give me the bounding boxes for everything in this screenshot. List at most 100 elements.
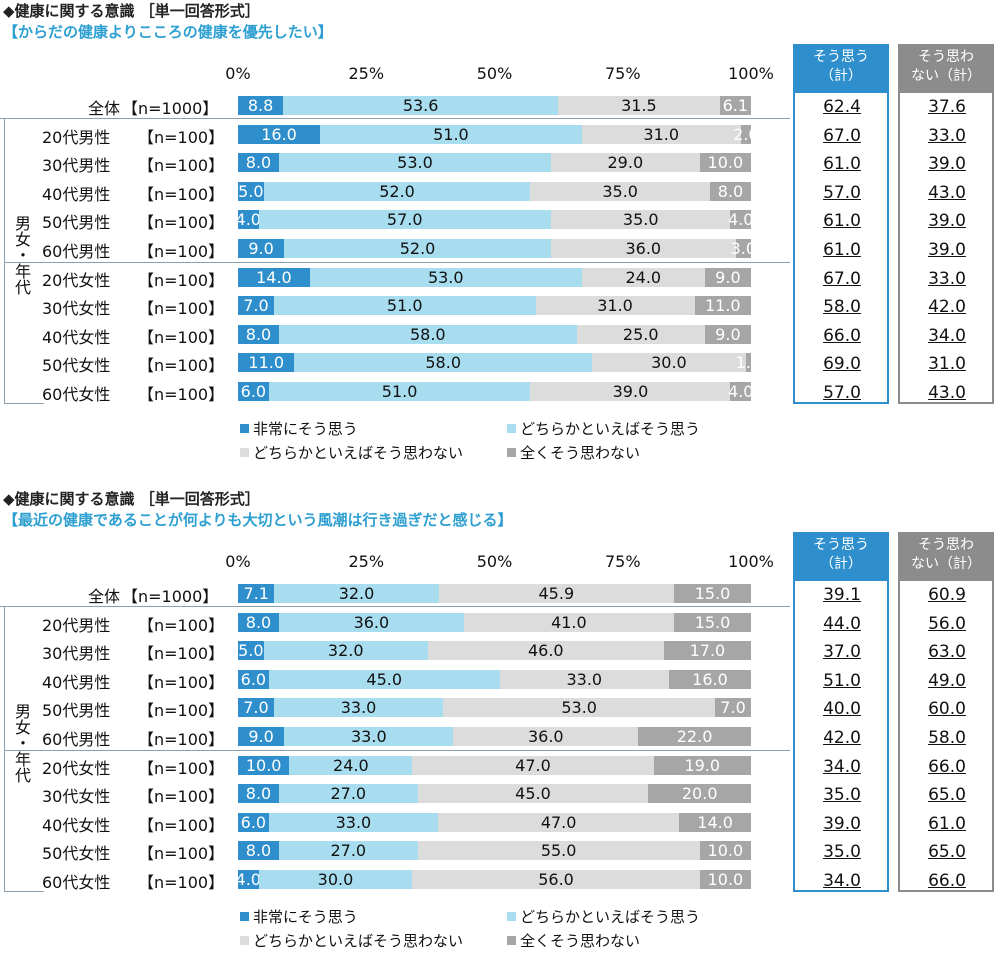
category-label: 20代男性	[42, 615, 111, 635]
bar-segment-strongly-disagree	[730, 210, 751, 230]
bar-segment-agree	[284, 239, 551, 258]
bar-segment-disagree	[550, 153, 700, 173]
disagree-total-value: 42.0	[928, 297, 966, 318]
bar-segment-strongly-disagree	[740, 124, 751, 144]
data-label: 9.0	[248, 239, 274, 258]
category-label: 40代女性	[42, 815, 111, 835]
disagree-total-value: 65.0	[928, 842, 966, 863]
data-label: 8.0	[245, 841, 272, 861]
data-label: 51.0	[433, 124, 469, 144]
data-label: 4.0	[235, 210, 261, 230]
sample-size-label: 【n=100】	[138, 644, 225, 664]
data-label: 41.0	[551, 612, 587, 632]
disagree-total-value: 31.0	[928, 354, 966, 375]
disagree-total-box	[898, 579, 994, 892]
data-label: 6.1	[722, 96, 749, 115]
category-label: 20代女性	[42, 270, 111, 290]
bar-segment-strongly-agree	[238, 181, 264, 201]
agree-total-value: 62.4	[823, 97, 861, 117]
agree-total-value: 58.0	[823, 297, 861, 318]
legend-swatch	[507, 448, 516, 457]
bar-segment-agree	[268, 812, 439, 832]
bar-segment-strongly-disagree	[704, 324, 751, 344]
bar-segment-strongly-disagree	[704, 267, 751, 287]
bar-segment-disagree	[530, 382, 731, 401]
agree-total-value: 61.0	[823, 154, 861, 175]
data-label: 5.0	[238, 641, 264, 661]
data-label: 31.5	[621, 96, 657, 115]
agree-total-value: 39.0	[823, 813, 861, 834]
agree-total-value: 57.0	[823, 182, 861, 203]
bar-segment-agree	[263, 641, 428, 661]
sample-size-label: 【n=100】	[138, 299, 225, 319]
bar-segment-strongly-agree	[238, 153, 280, 173]
bar-segment-strongly-agree	[238, 784, 280, 804]
data-label: 9.0	[715, 324, 741, 344]
data-label: 33.0	[340, 698, 377, 718]
bar-segment-agree	[268, 382, 531, 401]
bar-segment-disagree	[530, 181, 710, 201]
disagree-total-value: 60.0	[928, 699, 966, 720]
data-label: 56.0	[538, 870, 574, 889]
data-label: 1.0	[735, 353, 762, 373]
chart-heading: ◆健康に関する意識 ［単一回答形式］	[3, 2, 260, 20]
group-label: 男女・年代	[12, 703, 31, 783]
separator-line	[4, 891, 44, 892]
data-label: 32.0	[338, 584, 375, 603]
bar-segment-disagree	[581, 267, 705, 287]
data-label: 20.0	[681, 784, 718, 804]
data-label: 27.0	[330, 784, 367, 804]
bar-segment-agree	[258, 870, 413, 889]
legend-label: どちらかといえばそう思わない	[253, 932, 464, 950]
separator-line	[0, 606, 790, 607]
data-label: 8.0	[245, 153, 272, 173]
agree-total-value: 61.0	[823, 240, 861, 260]
agree-total-value: 66.0	[823, 325, 861, 346]
data-label: 53.0	[397, 153, 433, 173]
legend-label: どちらかといえばそう思わない	[253, 444, 464, 462]
bar-segment-strongly-disagree	[663, 641, 751, 661]
data-label: 6.0	[240, 382, 267, 401]
sample-size-label: 【n=100】	[138, 327, 225, 347]
bar-segment-strongly-agree	[238, 267, 310, 287]
bar-segment-agree	[258, 210, 551, 230]
data-label: 5.0	[238, 181, 264, 201]
legend-label: どちらかといえばそう思う	[520, 908, 701, 926]
sample-size-label: 【n=1000】	[122, 587, 219, 606]
bar-segment-strongly-disagree	[745, 353, 751, 373]
disagree-total-value: 43.0	[928, 182, 966, 203]
data-label: 45.0	[366, 669, 403, 689]
bar-segment-strongly-agree	[238, 669, 269, 689]
chart-panel-2: ◆健康に関する意識 ［単一回答形式］ 【最近の健康であることが何よりも大切という…	[0, 488, 1000, 958]
data-label: 8.8	[247, 96, 274, 115]
bar-segment-strongly-disagree	[699, 841, 751, 861]
sample-size-label: 【n=100】	[138, 270, 225, 290]
disagree-total-box	[898, 91, 994, 404]
bar-segment-agree	[279, 153, 551, 173]
data-label: 55.0	[540, 841, 577, 861]
sample-size-label: 【n=100】	[138, 787, 225, 807]
group-label: 男女・年代	[12, 215, 31, 295]
bar-segment-disagree	[463, 612, 675, 632]
bar-segment-disagree	[499, 669, 669, 689]
agree-total-value: 40.0	[823, 699, 861, 720]
bar-segment-agree	[289, 755, 413, 775]
data-label: 31.0	[643, 124, 680, 144]
data-label: 10.0	[707, 870, 744, 889]
sample-size-label: 【n=100】	[138, 356, 225, 376]
disagree-total-value: 33.0	[928, 268, 966, 289]
legend-swatch	[240, 936, 249, 945]
bar-segment-strongly-agree	[238, 382, 269, 401]
data-label: 29.0	[607, 153, 644, 173]
disagree-total-value: 49.0	[928, 670, 966, 691]
axis-tick-label: 0%	[225, 552, 251, 571]
data-label: 7.0	[243, 698, 269, 718]
legend-item: どちらかといえばそう思う	[507, 418, 700, 439]
sample-size-label: 【n=100】	[138, 385, 225, 404]
separator-line	[4, 403, 44, 404]
bar-segment-strongly-agree	[238, 755, 290, 775]
data-label: 47.0	[515, 755, 551, 775]
data-label: 2.0	[733, 124, 759, 144]
data-label: 47.0	[540, 812, 577, 832]
data-label: 51.0	[381, 382, 418, 401]
